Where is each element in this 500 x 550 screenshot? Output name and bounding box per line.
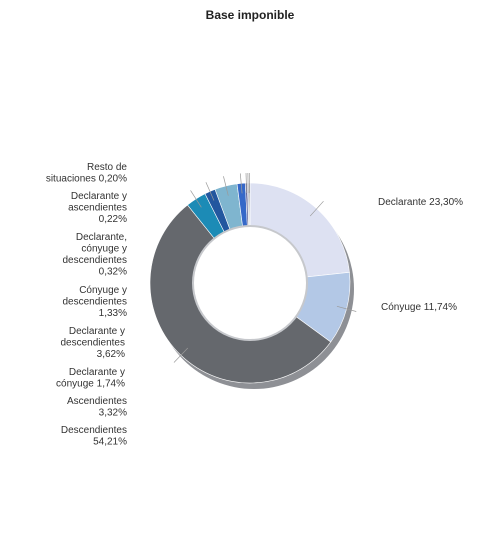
label-declarante-y-descendientes: Declarante y descendientes 3,62% bbox=[61, 326, 126, 360]
leader-declarante bbox=[309, 200, 324, 217]
leader-descendientes bbox=[173, 347, 189, 363]
leader-declarante-y-conyuge bbox=[205, 182, 215, 201]
chart-title: Base imponible bbox=[205, 8, 295, 22]
label-descendientes: Descendientes 54,21% bbox=[61, 425, 127, 448]
slice-labels: Declarante 23,30% Cónyuge 11,74% Descendie… bbox=[46, 162, 463, 448]
leader-ascendientes bbox=[190, 190, 202, 208]
leader-conyuge bbox=[336, 305, 357, 312]
label-declarante: Declarante 23,30% bbox=[378, 197, 463, 208]
label-declarante-y-conyuge: Declarante y cónyuge 1,74% bbox=[56, 367, 125, 390]
leader-declarante-y-descendientes bbox=[223, 176, 229, 196]
donut-hole bbox=[192, 225, 308, 341]
label-conyuge-y-descendientes: Cónyuge y descendientes 1,33% bbox=[63, 285, 128, 319]
label-declarante-conyuge-y-descendientes: Declarante, cónyuge y descendientes 0,32% bbox=[63, 232, 128, 278]
label-resto-de-situaciones: Resto de situaciones 0,20% bbox=[46, 162, 128, 185]
label-conyuge: Cónyuge 11,74% bbox=[381, 302, 457, 313]
label-declarante-y-ascendientes: Declarante y ascendientes 0,22% bbox=[68, 191, 127, 225]
label-ascendientes: Ascendientes 3,32% bbox=[67, 396, 127, 419]
leader-conyuge-y-descendientes bbox=[239, 173, 243, 194]
leader-declarante-conyuge-y-descendientes bbox=[245, 173, 248, 194]
